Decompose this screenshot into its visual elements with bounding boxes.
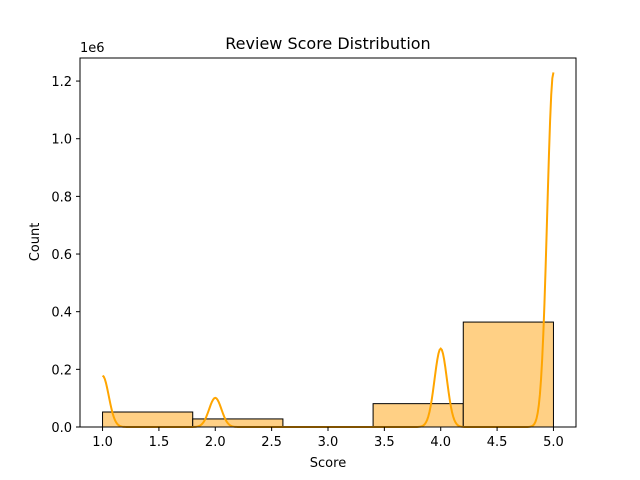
bars-group [102,321,554,428]
x-tick-label: 4.0 [430,435,451,450]
y-tick-label: 1.2 [51,75,72,90]
y-tick-label: 0.8 [51,190,72,205]
y-tick-label: 0.4 [51,306,72,321]
y-axis-label: Count [28,223,43,262]
plot-frame [79,57,577,428]
x-ticks: 1.0 1.5 2.0 2.5 3.0 3.5 4.0 4.5 5.0 [92,427,564,450]
y-tick-label: 0.6 [51,248,72,263]
bar-1 [192,418,284,428]
bar-0 [102,411,194,428]
x-tick-label: 3.0 [318,435,339,450]
chart-title: Review Score Distribution [225,34,430,53]
y-ticks: 0.0 0.2 0.4 0.6 0.8 1.0 1.2 [51,75,80,436]
bar-3 [372,403,464,428]
y-tick-label: 0.2 [51,363,72,378]
y-offset-label: 1e6 [80,41,105,56]
x-tick-label: 3.5 [374,435,395,450]
x-tick-label: 4.5 [487,435,508,450]
x-tick-label: 5.0 [543,435,564,450]
bar-4 [462,321,554,428]
y-tick-label: 1.0 [51,133,72,148]
x-axis-label: Score [310,456,346,471]
y-tick-label: 0.0 [51,421,72,436]
x-tick-label: 1.0 [92,435,113,450]
x-tick-label: 1.5 [149,435,170,450]
x-tick-label: 2.0 [205,435,226,450]
x-tick-label: 2.5 [261,435,282,450]
